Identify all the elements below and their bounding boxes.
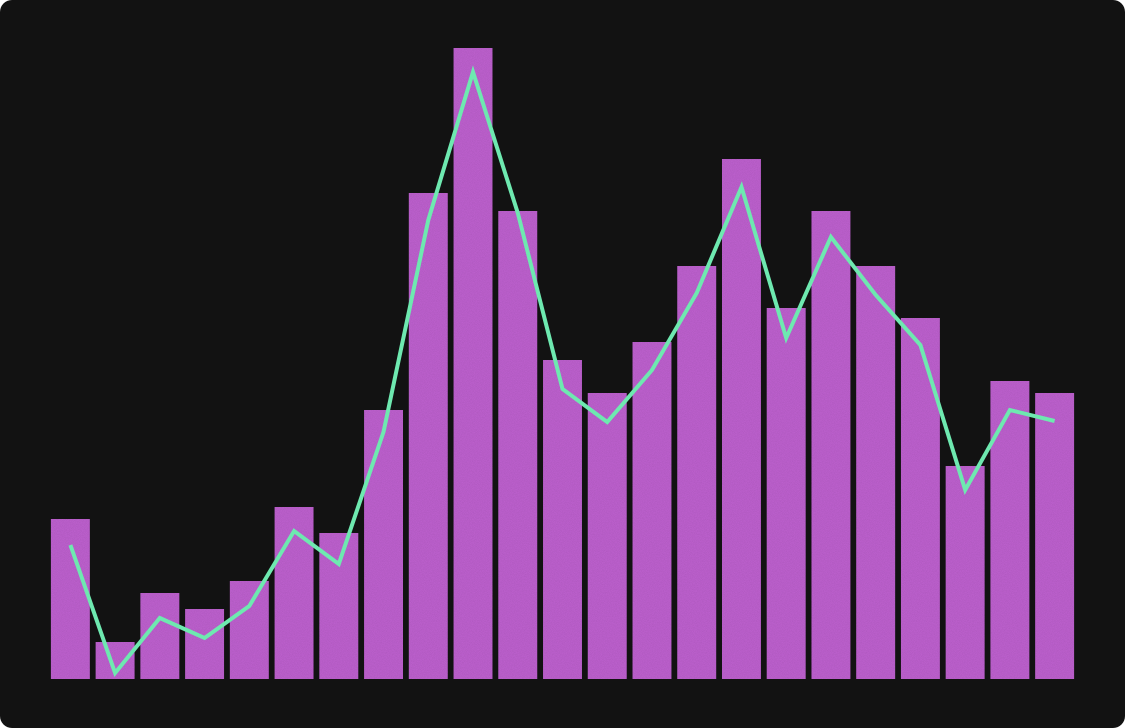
- bar: [811, 211, 851, 679]
- bar: [766, 308, 806, 679]
- bar: [543, 360, 582, 679]
- bar: [990, 381, 1030, 679]
- bar: [587, 393, 627, 679]
- bar: [721, 159, 761, 679]
- bar: [632, 342, 672, 679]
- bar: [185, 609, 225, 679]
- bar: [319, 533, 359, 679]
- trend-line: [68, 65, 1056, 678]
- bar: [677, 266, 717, 679]
- bar: [900, 318, 940, 679]
- bar: [945, 466, 985, 679]
- bar: [1035, 393, 1075, 679]
- bar: [274, 507, 314, 679]
- bar: [408, 193, 448, 679]
- bar: [453, 48, 493, 679]
- plot-area: [50, 48, 1075, 679]
- bar: [50, 519, 90, 679]
- bar: [364, 410, 404, 679]
- bar: [856, 266, 896, 679]
- bar: [498, 211, 538, 679]
- bar: [229, 581, 269, 679]
